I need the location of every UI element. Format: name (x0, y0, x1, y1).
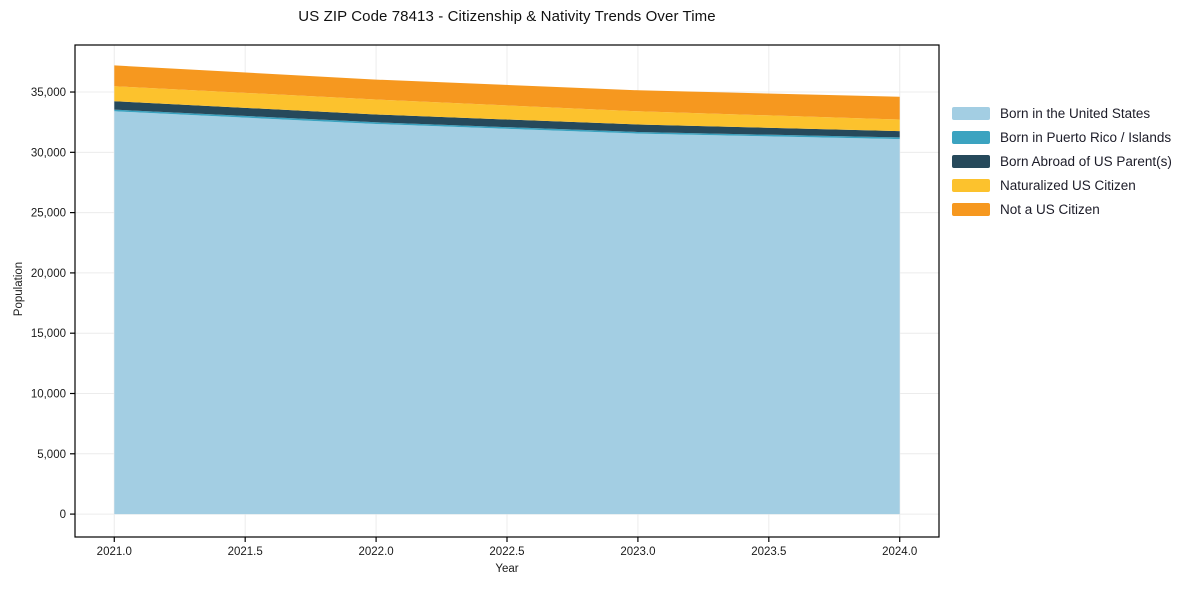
svg-text:30,000: 30,000 (31, 147, 66, 159)
y-axis-label: Population (13, 261, 25, 317)
svg-text:0: 0 (60, 509, 66, 521)
legend-label: Born in the United States (1000, 105, 1151, 121)
svg-text:25,000: 25,000 (31, 208, 66, 220)
legend-swatch-born-pr (952, 130, 990, 144)
svg-text:2021.5: 2021.5 (228, 546, 263, 558)
svg-text:2023.5: 2023.5 (751, 546, 786, 558)
svg-text:15,000: 15,000 (31, 328, 66, 340)
svg-text:5,000: 5,000 (37, 449, 66, 461)
legend-label: Naturalized US Citizen (1000, 177, 1136, 193)
legend-swatch-not-citizen (952, 202, 990, 216)
legend-item: Born in the United States (952, 101, 1172, 125)
svg-text:2021.0: 2021.0 (97, 546, 132, 558)
legend-label: Born in Puerto Rico / Islands (1000, 129, 1172, 145)
legend-label: Not a US Citizen (1000, 201, 1100, 217)
chart-title: US ZIP Code 78413 - Citizenship & Nativi… (298, 8, 716, 25)
legend-swatch-born-abroad (952, 154, 990, 168)
legend-item: Born in Puerto Rico / Islands (952, 125, 1172, 149)
legend-item: Born Abroad of US Parent(s) (952, 149, 1172, 173)
legend-swatch-naturalized (952, 178, 990, 192)
legend-item: Not a US Citizen (952, 197, 1172, 221)
legend-item: Naturalized US Citizen (952, 173, 1172, 197)
svg-text:20,000: 20,000 (31, 268, 66, 280)
x-axis-label: Year (495, 563, 519, 575)
svg-text:2024.0: 2024.0 (882, 546, 917, 558)
svg-text:10,000: 10,000 (31, 389, 66, 401)
legend-label: Born Abroad of US Parent(s) (1000, 153, 1172, 169)
svg-text:2022.5: 2022.5 (489, 546, 524, 558)
legend-swatch-born-us (952, 106, 990, 120)
svg-text:2022.0: 2022.0 (358, 546, 393, 558)
svg-text:35,000: 35,000 (31, 87, 66, 99)
svg-text:2023.0: 2023.0 (620, 546, 655, 558)
legend: Born in the United States Born in Puerto… (952, 101, 1172, 221)
